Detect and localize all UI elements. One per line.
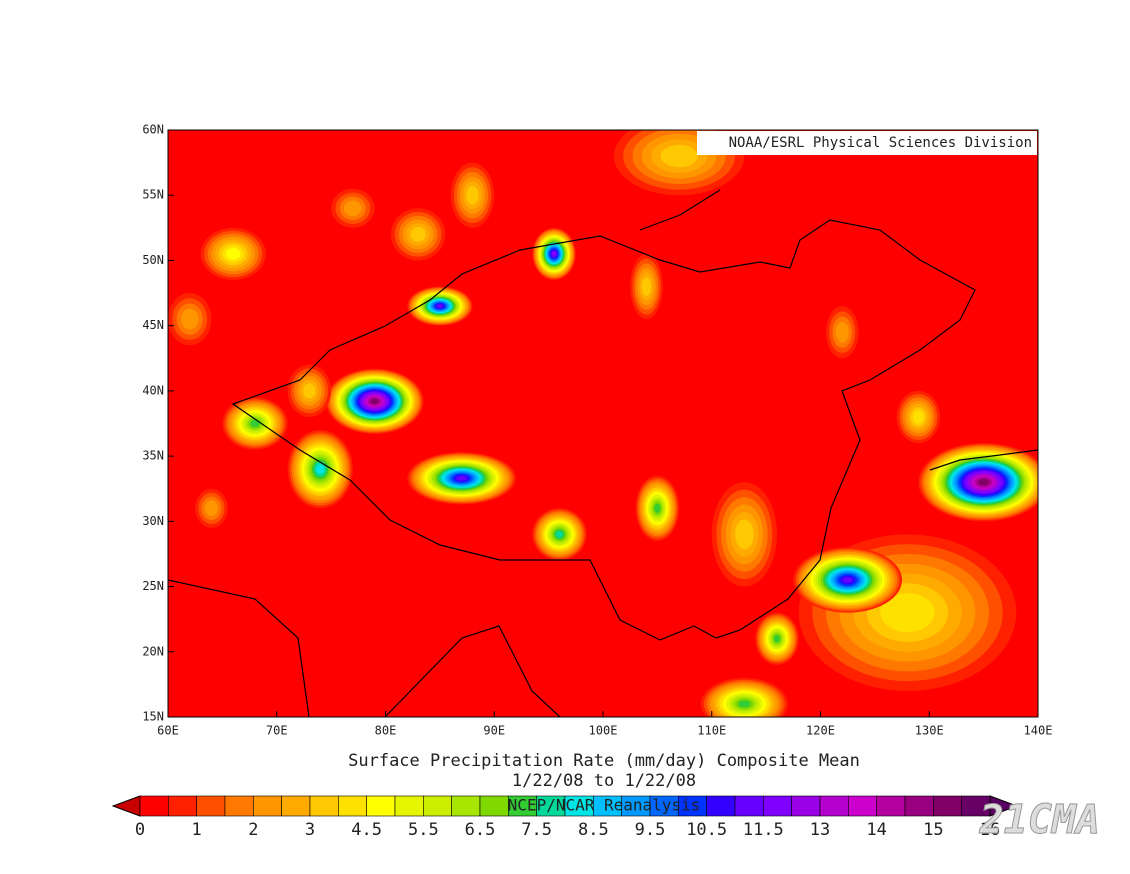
colorbar-box [706, 795, 736, 817]
precip-contour [880, 593, 935, 633]
precip-contour [842, 577, 853, 583]
colorbar-label: 13 [810, 820, 830, 840]
precip-contour [316, 464, 325, 475]
x-tick-label: 80E [375, 724, 397, 738]
watermark: 21CMA [979, 797, 1100, 843]
y-tick-label: 50N [142, 253, 164, 267]
colorbar-label: 9.5 [635, 820, 666, 840]
precip-contour [436, 304, 443, 308]
colorbar-label: 2 [248, 820, 258, 840]
x-tick-label: 130E [915, 724, 944, 738]
x-tick-label: 140E [1024, 724, 1053, 738]
baikal [639, 189, 721, 231]
colorbar-label: 5.5 [408, 820, 439, 840]
colorbar-box [338, 795, 367, 817]
colorbar-box [309, 795, 339, 817]
y-tick-label: 45N [142, 318, 164, 332]
colorbar-box [763, 795, 792, 817]
colorbar-box [139, 795, 169, 817]
precip-contour [835, 321, 849, 343]
japan-coast [929, 449, 1038, 471]
precip-contour [456, 475, 467, 481]
precip-contour [552, 251, 556, 257]
colorbar-label: 10.5 [686, 820, 727, 840]
x-tick-label: 110E [697, 724, 726, 738]
colorbar-label: 1 [192, 820, 202, 840]
colorbar-label: 0 [135, 820, 145, 840]
colorbar-label: 8.5 [578, 820, 609, 840]
x-tick-label: 120E [806, 724, 835, 738]
precip-contour [912, 410, 924, 424]
colorbar-box [848, 795, 877, 817]
india-west-coast [168, 579, 310, 717]
colorbar-label: 14 [866, 820, 886, 840]
colorbar: 0 1 2 3 4.5 5.5 6.5 7.5 8.5 9.5 10.5 11.5 13 14 15 16 [111, 795, 1019, 840]
colorbar-box [423, 795, 452, 817]
credit: NOAA/ESRL Physical Sciences Division [729, 135, 1032, 151]
precip-contour [773, 635, 781, 643]
colorbar-label: 6.5 [465, 820, 496, 840]
x-tick-label: 90E [483, 724, 505, 738]
colorbar-box [224, 795, 254, 817]
precip-contour [303, 383, 316, 399]
colorbar-box [451, 795, 481, 817]
colorbar-box [366, 795, 396, 817]
precip-contour [204, 500, 219, 517]
precip-contour [226, 248, 241, 260]
source: NCEP/NCAR Reanalysis [508, 796, 701, 815]
precip-contour [371, 399, 378, 404]
precip-contour [735, 519, 754, 550]
precip-contour [660, 144, 698, 168]
colorbar-box [394, 795, 424, 817]
x-tick-label: 60E [157, 724, 179, 738]
coastlines [168, 189, 1038, 717]
colorbar-label: 7.5 [521, 820, 552, 840]
title: Surface Precipitation Rate (mm/day) Comp… [348, 751, 860, 771]
colorbar-box [933, 795, 962, 817]
colorbar-label: 4.5 [351, 820, 382, 840]
precip-contour [738, 700, 751, 708]
bay-of-bengal [384, 625, 561, 717]
colorbar-box [281, 795, 311, 817]
y-tick-label: 40N [142, 383, 164, 397]
y-tick-label: 55N [142, 188, 164, 202]
colorbar-label: 3 [305, 820, 315, 840]
colorbar-label: 16 [980, 820, 1000, 840]
colorbar-box [734, 795, 764, 817]
x-tick-label: 100E [589, 724, 618, 738]
colorbar-over [989, 795, 1019, 817]
precip-contour [641, 277, 652, 296]
precip-contour [466, 185, 479, 205]
colorbar-label: 15 [923, 820, 943, 840]
credit-box [697, 131, 1037, 155]
colorbar-under [111, 795, 141, 817]
precip-contour [410, 226, 426, 242]
colorbar-box [479, 795, 509, 817]
colorbar-box [791, 795, 821, 817]
y-tick-label: 15N [142, 710, 164, 724]
precip-contour [344, 200, 362, 217]
y-tick-label: 30N [142, 514, 164, 528]
colorbar-box [196, 795, 226, 817]
x-tick-label: 70E [266, 724, 288, 738]
colorbar-box [253, 795, 282, 817]
colorbar-box [168, 795, 197, 817]
y-tick-label: 25N [142, 579, 164, 593]
colorbar-label: 11.5 [743, 820, 784, 840]
colorbar-box [904, 795, 934, 817]
y-tick-label: 35N [142, 449, 164, 463]
subtitle: 1/22/08 to 1/22/08 [512, 771, 696, 791]
precip-contour [181, 308, 199, 330]
precip-contour [555, 530, 564, 538]
precip-contour [250, 419, 260, 428]
precip-contour [979, 479, 989, 485]
china-outline [231, 219, 976, 641]
precip-field [168, 130, 1038, 717]
colorbar-box [819, 795, 849, 817]
y-tick-label: 20N [142, 644, 164, 658]
y-tick-label: 60N [142, 123, 164, 137]
colorbar-box [876, 795, 906, 817]
precip-contour [654, 503, 661, 513]
